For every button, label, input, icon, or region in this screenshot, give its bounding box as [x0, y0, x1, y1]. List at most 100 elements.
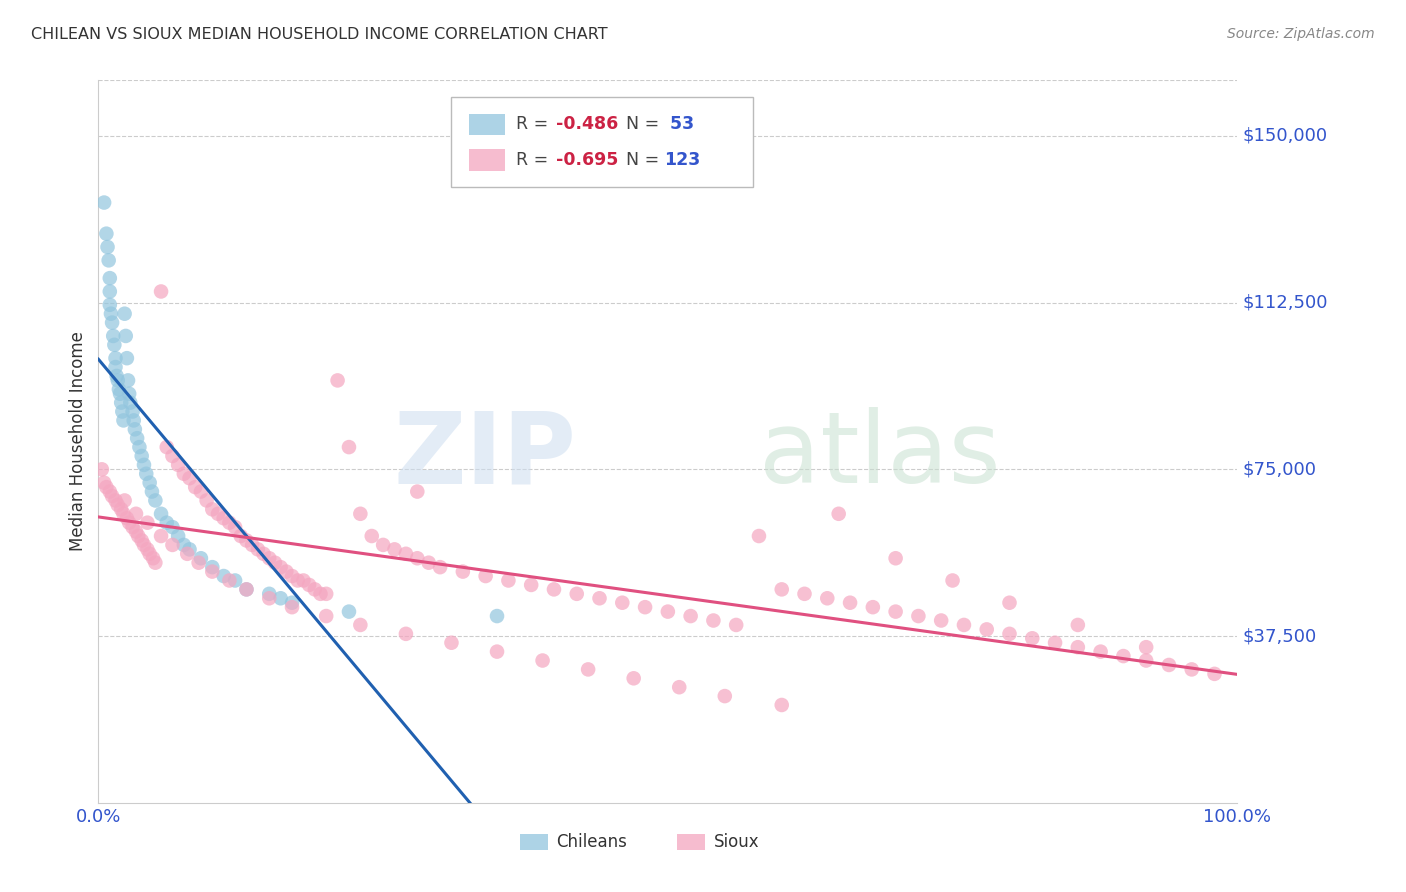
Point	[1067, 618, 1090, 632]
Point	[281, 600, 304, 615]
Point	[1135, 653, 1157, 667]
Point	[96, 240, 118, 254]
Point	[162, 520, 184, 534]
Point	[252, 547, 274, 561]
Point	[173, 467, 195, 481]
Point	[1043, 636, 1066, 650]
Point	[162, 449, 184, 463]
Point	[270, 591, 292, 606]
Point	[114, 307, 136, 321]
Point	[1112, 649, 1135, 664]
Point	[565, 587, 588, 601]
Point	[156, 440, 179, 454]
Point	[115, 351, 138, 366]
Point	[235, 582, 257, 597]
Point	[127, 529, 149, 543]
Point	[114, 329, 136, 343]
Point	[998, 627, 1021, 641]
Point	[725, 618, 748, 632]
Point	[815, 591, 838, 606]
Point	[98, 298, 121, 312]
Point	[287, 574, 309, 588]
Point	[1090, 645, 1112, 659]
Point	[101, 489, 124, 503]
Point	[136, 542, 159, 557]
Point	[128, 440, 150, 454]
Point	[246, 542, 269, 557]
Point	[150, 285, 173, 299]
Point	[112, 507, 135, 521]
Point	[132, 538, 155, 552]
Point	[167, 458, 190, 472]
Text: R =: R =	[516, 151, 554, 169]
Point	[212, 569, 235, 583]
Point	[264, 556, 287, 570]
Point	[395, 547, 418, 561]
Point	[93, 475, 115, 490]
Point	[110, 395, 132, 409]
Point	[1067, 640, 1090, 655]
Text: -0.695: -0.695	[557, 151, 619, 169]
Point	[207, 507, 229, 521]
Point	[195, 493, 218, 508]
Point	[104, 351, 127, 366]
Point	[167, 529, 190, 543]
Point	[118, 516, 141, 530]
Point	[395, 627, 418, 641]
Point	[349, 507, 371, 521]
Text: $75,000: $75,000	[1243, 460, 1317, 478]
Point	[748, 529, 770, 543]
Point	[115, 511, 138, 525]
Point	[702, 614, 724, 628]
Point	[131, 533, 153, 548]
Point	[498, 574, 520, 588]
Point	[125, 507, 148, 521]
Text: atlas: atlas	[759, 408, 1001, 505]
Point	[179, 542, 201, 557]
Point	[337, 605, 360, 619]
Point	[349, 618, 371, 632]
Point	[292, 574, 315, 588]
Point	[107, 498, 129, 512]
Point	[657, 605, 679, 619]
Point	[304, 582, 326, 597]
Point	[418, 556, 440, 570]
Point	[135, 467, 157, 481]
Text: -0.486: -0.486	[557, 115, 619, 133]
Point	[179, 471, 201, 485]
Point	[337, 440, 360, 454]
Point	[229, 529, 252, 543]
Point	[907, 609, 929, 624]
Point	[942, 574, 965, 588]
Text: 123: 123	[665, 151, 700, 169]
Point	[218, 516, 240, 530]
Point	[1204, 666, 1226, 681]
Point	[125, 524, 148, 539]
Point	[235, 582, 257, 597]
Point	[531, 653, 554, 667]
Point	[360, 529, 382, 543]
Text: R =: R =	[516, 115, 554, 133]
FancyBboxPatch shape	[451, 97, 754, 187]
Point	[100, 307, 122, 321]
Point	[120, 395, 142, 409]
Point	[1135, 640, 1157, 655]
Point	[173, 538, 195, 552]
Point	[406, 551, 429, 566]
Point	[259, 551, 281, 566]
Point	[150, 507, 173, 521]
Point	[101, 316, 124, 330]
Point	[309, 587, 332, 601]
Text: Sioux: Sioux	[713, 833, 759, 851]
Point	[138, 547, 160, 561]
Point	[190, 484, 212, 499]
Point	[384, 542, 406, 557]
Point	[107, 373, 129, 387]
Point	[108, 382, 131, 396]
Point	[543, 582, 565, 597]
Text: N =: N =	[626, 115, 665, 133]
Point	[953, 618, 976, 632]
Point	[276, 565, 298, 579]
Point	[224, 520, 246, 534]
Point	[187, 556, 209, 570]
